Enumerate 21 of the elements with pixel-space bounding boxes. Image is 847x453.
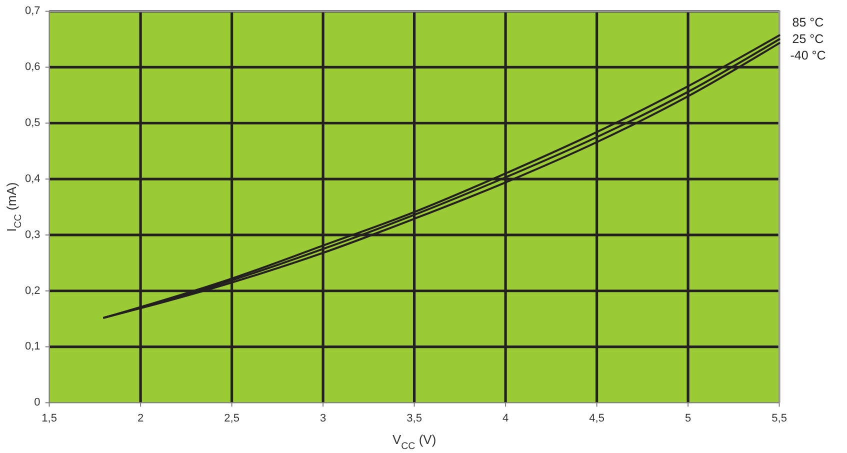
series-label: 85 °C (792, 15, 824, 30)
x-tick-label: 5,5 (772, 412, 787, 425)
x-tick-label: 3,5 (406, 412, 422, 425)
x-tick-label: 2 (137, 412, 144, 425)
y-tick-label: 0,1 (25, 340, 40, 353)
series-label: 25 °C (792, 32, 824, 46)
x-tick-label: 4 (502, 412, 509, 425)
y-tick-label: 0,7 (25, 5, 40, 18)
x-tick-label: 1,5 (42, 412, 57, 425)
x-axis-title: V$_{CC}$ (V) (392, 432, 436, 452)
x-tick-label: 3 (320, 412, 326, 425)
y-tick-label: 0,5 (25, 117, 40, 130)
series-label: -40 °C (790, 48, 826, 63)
y-tick-label: 0,3 (25, 228, 40, 241)
x-tick-label: 4,5 (589, 412, 604, 425)
y-tick-label: 0,6 (25, 61, 40, 74)
x-tick-label: 2,5 (224, 412, 240, 425)
y-tick-label: 0,4 (25, 172, 40, 185)
y-tick-label: 0,2 (25, 284, 40, 297)
x-tick-label: 5 (684, 412, 692, 425)
y-tick-label: 0 (34, 396, 40, 409)
